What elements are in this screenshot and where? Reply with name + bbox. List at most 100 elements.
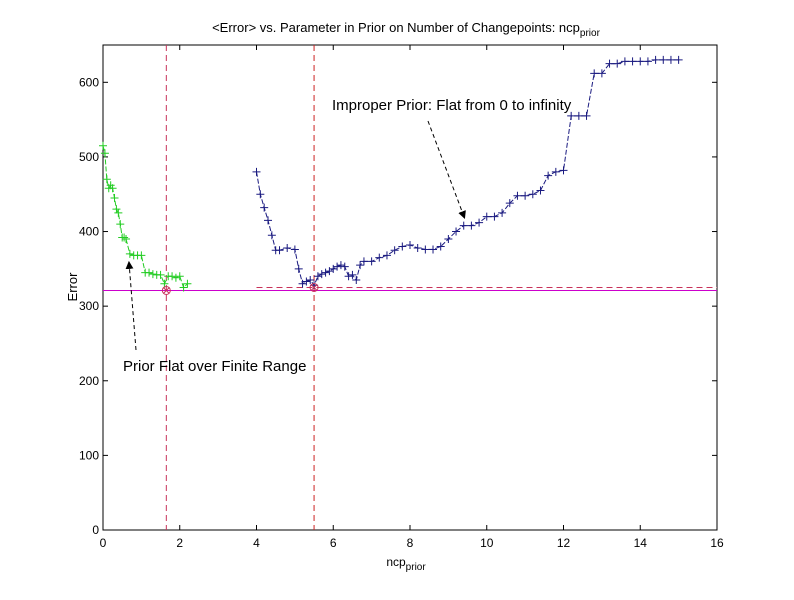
data-point: [116, 220, 125, 229]
data-point: [444, 235, 453, 243]
data-point: [302, 277, 311, 286]
x-tick-label: 14: [634, 536, 648, 550]
data-point: [490, 212, 499, 221]
chart-title-subscript: prior: [580, 28, 601, 39]
data-point: [108, 184, 117, 193]
data-point: [513, 191, 522, 200]
series-layer: [99, 55, 683, 292]
data-point: [521, 191, 530, 200]
data-point: [317, 270, 326, 279]
data-point: [559, 166, 568, 175]
data-point: [356, 261, 365, 270]
data-point: [382, 251, 391, 260]
data-point: [112, 205, 121, 214]
data-point: [336, 261, 345, 270]
annotation-improper-prior: Improper Prior: Flat from 0 to infinity: [332, 97, 572, 114]
x-tick-label: 12: [557, 536, 571, 550]
x-axis-label: ncpprior: [386, 555, 426, 573]
data-point: [597, 69, 606, 78]
data-point: [390, 246, 399, 255]
data-point: [352, 276, 361, 285]
annotation-arrow-improper-prior: [427, 120, 466, 220]
data-point: [406, 240, 414, 249]
data-point: [156, 270, 165, 279]
data-point: [148, 270, 157, 279]
minimum-marker-x-1: [310, 284, 318, 291]
data-point: [298, 279, 307, 288]
data-point: [574, 111, 583, 120]
data-point: [567, 111, 576, 120]
x-tick-label: 6: [330, 536, 337, 550]
data-point: [429, 245, 438, 254]
data-point: [122, 235, 131, 243]
data-point: [175, 272, 184, 281]
data-point: [329, 264, 338, 273]
data-point: [168, 272, 177, 281]
data-point: [294, 264, 303, 273]
data-point: [452, 227, 461, 236]
x-tick-label: 8: [407, 536, 414, 550]
ticks-layer: 0 2 4 6 8 10 12 14 16 0 100 200 300 400 500 600: [79, 45, 724, 550]
series-0-line: [102, 145, 188, 289]
data-point: [171, 273, 180, 282]
chart-title: <Error> vs. Parameter in Prior on Number…: [212, 20, 600, 39]
data-point: [359, 257, 368, 266]
data-point: [256, 190, 265, 199]
data-point: [628, 57, 637, 66]
y-tick-label: 300: [79, 299, 99, 313]
x-axis-label-main: ncp: [386, 555, 406, 569]
data-point: [590, 69, 599, 78]
y-axis-label: Error: [65, 272, 80, 302]
data-point: [498, 208, 507, 217]
data-point: [333, 262, 342, 271]
data-point: [110, 193, 119, 202]
x-tick-label: 4: [253, 536, 260, 550]
data-point: [125, 249, 134, 258]
data-point: [344, 272, 353, 281]
data-point: [413, 243, 422, 252]
data-point: [120, 233, 129, 242]
data-point: [605, 59, 614, 68]
data-point: [528, 190, 537, 199]
data-point: [183, 279, 192, 288]
data-point: [467, 221, 476, 230]
data-point: [275, 246, 284, 255]
chart-title-main: <Error> vs. Parameter in Prior on Number…: [212, 20, 580, 35]
data-point: [651, 55, 660, 64]
data-point: [666, 55, 675, 64]
data-point: [436, 242, 445, 251]
data-point: [398, 242, 407, 251]
data-point: [102, 175, 111, 184]
data-point: [475, 218, 484, 227]
x-axis-label-subscript: prior: [406, 562, 427, 573]
data-point: [544, 171, 553, 180]
series-1-line: [256, 59, 679, 287]
series-0: [99, 141, 192, 292]
reference-lines-layer: [103, 45, 717, 530]
data-point: [505, 199, 514, 208]
minimum-marker-1: [309, 283, 319, 292]
series-1: [252, 55, 683, 290]
minimum-markers-layer: [161, 283, 319, 295]
data-point: [260, 203, 269, 212]
data-point: [290, 245, 299, 254]
data-point: [643, 57, 652, 66]
y-tick-label: 400: [79, 225, 99, 239]
data-point: [306, 276, 315, 285]
data-point: [340, 262, 349, 271]
data-point: [367, 257, 376, 266]
data-point: [114, 208, 123, 217]
data-point: [582, 111, 591, 120]
data-point: [551, 167, 560, 176]
data-point: [375, 253, 384, 262]
data-point: [267, 231, 276, 240]
minimum-marker-0: [161, 285, 171, 295]
data-point: [613, 59, 622, 68]
data-point: [145, 268, 154, 277]
x-tick-label: 16: [710, 536, 724, 550]
data-point: [659, 55, 668, 64]
data-point: [421, 245, 430, 254]
x-tick-label: 10: [480, 536, 494, 550]
data-point: [137, 251, 146, 260]
